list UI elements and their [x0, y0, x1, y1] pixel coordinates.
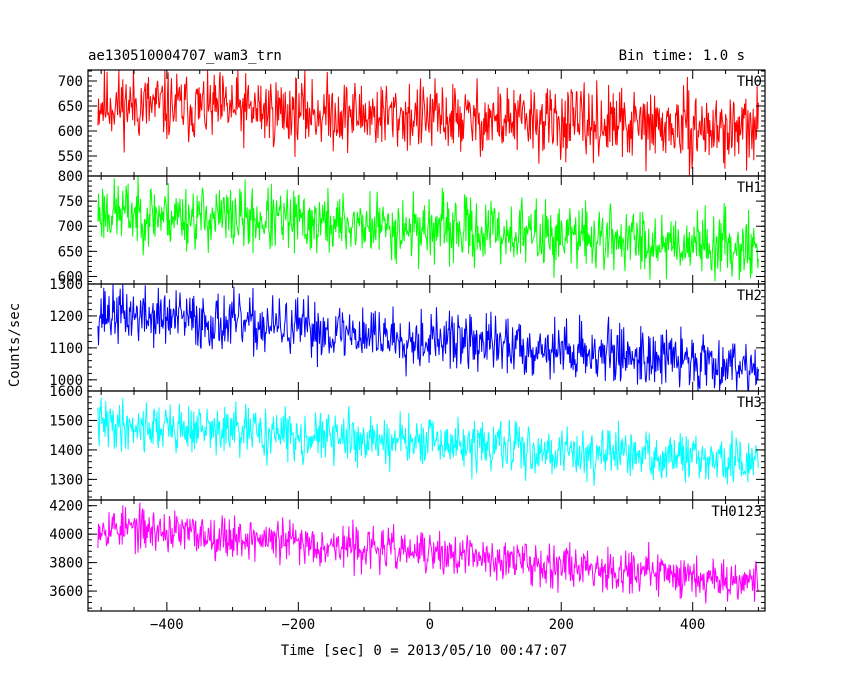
- plot-title: ae130510004707_wam3_trn: [88, 48, 282, 64]
- panel-th1: TH1 600 650 700 750 800: [58, 169, 766, 285]
- x-tick-label: 0: [426, 617, 434, 633]
- y-tick-label: 1200: [49, 309, 83, 325]
- series-line-th3: [97, 397, 759, 486]
- series-line-th0: [97, 69, 759, 176]
- y-tick-label: 550: [58, 149, 83, 165]
- y-tick-label: 600: [58, 269, 83, 285]
- panel-th2: TH2 1000 1100 1200 1300: [49, 277, 766, 392]
- series-line-th2: [97, 283, 759, 392]
- x-tick-label: −400: [150, 617, 184, 633]
- y-tick-label: 650: [58, 244, 83, 260]
- series-label-th0: TH0: [737, 74, 762, 90]
- y-tick-label: 3600: [49, 584, 83, 600]
- x-axis-label: Time [sec] 0 = 2013/05/10 00:47:07: [281, 643, 568, 659]
- y-tick-label: 1500: [49, 413, 83, 429]
- y-tick-label: 750: [58, 194, 83, 210]
- panel-th0: TH0 550 600 650 700: [58, 69, 766, 177]
- series-label-th1: TH1: [737, 180, 762, 196]
- series-label-th0123: TH0123: [711, 504, 762, 520]
- y-tick-label: 800: [58, 169, 83, 185]
- y-axis-label: Counts/sec: [7, 303, 23, 387]
- y-tick-label: 1400: [49, 443, 83, 459]
- y-tick-label: 1000: [49, 373, 83, 389]
- series-label-th2: TH2: [737, 288, 762, 304]
- y-tick-label: 4200: [49, 499, 83, 515]
- series-line-th1: [97, 175, 759, 282]
- y-tick-label: 700: [58, 219, 83, 235]
- panel-th3: TH3 1300 1400 1500 1600: [49, 384, 766, 501]
- panel-frame: [87, 390, 766, 501]
- panel-frame: [87, 175, 766, 285]
- y-tick-label: 650: [58, 99, 83, 115]
- y-tick-label: 1300: [49, 472, 83, 488]
- y-tick-label: 1600: [49, 384, 83, 400]
- x-tick-label: 200: [549, 617, 574, 633]
- panel-frame: [87, 499, 766, 612]
- y-tick-label: 600: [58, 124, 83, 140]
- series-line-th0123: [97, 502, 759, 604]
- y-tick-label: 4000: [49, 527, 83, 543]
- series-label-th3: TH3: [737, 395, 762, 411]
- x-tick-label: 400: [680, 617, 705, 633]
- y-tick-label: 700: [58, 74, 83, 90]
- y-tick-label: 1300: [49, 277, 83, 293]
- y-tick-label: 3800: [49, 556, 83, 572]
- bin-time-label: Bin time: 1.0 s: [619, 48, 745, 64]
- panel-th0123: TH0123 3600 3800 4000 4200 −400 −200 0 200 400: [49, 499, 766, 633]
- y-tick-label: 1100: [49, 341, 83, 357]
- x-tick-label: −200: [281, 617, 315, 633]
